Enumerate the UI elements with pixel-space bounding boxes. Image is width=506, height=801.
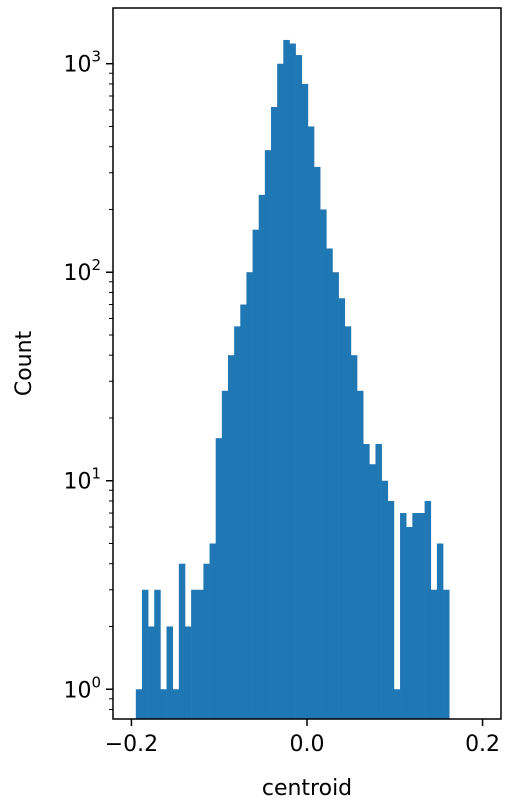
y-tick-label: 102: [63, 256, 101, 286]
histogram-bar: [240, 304, 247, 719]
histogram-bar: [418, 513, 425, 719]
histogram-bar: [375, 444, 382, 719]
x-axis: −0.2 0.0 0.2: [105, 719, 500, 757]
histogram-bar: [154, 589, 161, 719]
histogram-bar: [338, 298, 346, 719]
histogram-bar: [184, 626, 192, 719]
histogram-bar: [344, 326, 352, 719]
histogram-bar: [172, 689, 180, 719]
histogram-bar: [209, 543, 217, 719]
y-tick-label: 103: [63, 48, 101, 78]
histogram-bar: [326, 248, 333, 719]
histogram-bar: [332, 272, 339, 719]
histogram-bars: [135, 39, 450, 720]
histogram-bar: [252, 229, 260, 719]
histogram-bar: [227, 355, 235, 719]
histogram-bar: [197, 589, 204, 719]
x-axis-label: centroid: [262, 776, 352, 801]
histogram-bar: [301, 83, 309, 720]
histogram-bar: [430, 589, 438, 719]
histogram-bar: [357, 390, 364, 719]
histogram-bar: [307, 126, 315, 719]
histogram-bar: [443, 589, 450, 719]
histogram-bar: [412, 513, 419, 719]
histogram-bar: [424, 500, 432, 719]
histogram-bar: [246, 272, 253, 719]
y-tick-label: 100: [63, 673, 101, 703]
histogram-bar: [264, 150, 272, 720]
histogram-bar: [400, 513, 407, 719]
x-tick-label: −0.2: [105, 732, 158, 757]
histogram-bar: [436, 543, 444, 719]
histogram-bar: [381, 480, 389, 719]
y-axis-label: Count: [12, 330, 37, 396]
histogram-bar: [369, 464, 376, 719]
histogram-bar: [166, 626, 173, 719]
histogram-bar: [141, 589, 149, 719]
histogram-bar: [393, 689, 401, 719]
x-tick-label: 0.2: [465, 732, 500, 757]
histogram-bar: [350, 355, 358, 719]
histogram-bar: [320, 209, 327, 720]
histogram-bar: [258, 194, 266, 719]
histogram-bar: [191, 589, 198, 719]
histogram-bar: [215, 438, 223, 719]
histogram-bar: [271, 106, 278, 719]
histogram-bar: [289, 43, 296, 719]
histogram-bar: [221, 390, 229, 719]
histogram-bar: [406, 526, 413, 719]
histogram-bar: [203, 563, 210, 719]
histogram-bar: [387, 500, 395, 719]
histogram-bar: [295, 55, 303, 720]
x-tick-label: 0.0: [290, 732, 325, 757]
histogram-bar: [363, 444, 370, 719]
histogram-bar: [160, 689, 167, 719]
histogram-bar: [178, 563, 186, 719]
histogram-bar: [234, 326, 241, 719]
y-tick-label: 101: [63, 465, 101, 495]
y-axis: 100 101 102 103: [63, 48, 113, 710]
histogram-bar: [277, 63, 284, 719]
histogram-bar: [148, 626, 155, 719]
histogram-bar: [283, 39, 290, 719]
histogram-bar: [314, 166, 321, 719]
histogram-bar: [135, 689, 143, 719]
